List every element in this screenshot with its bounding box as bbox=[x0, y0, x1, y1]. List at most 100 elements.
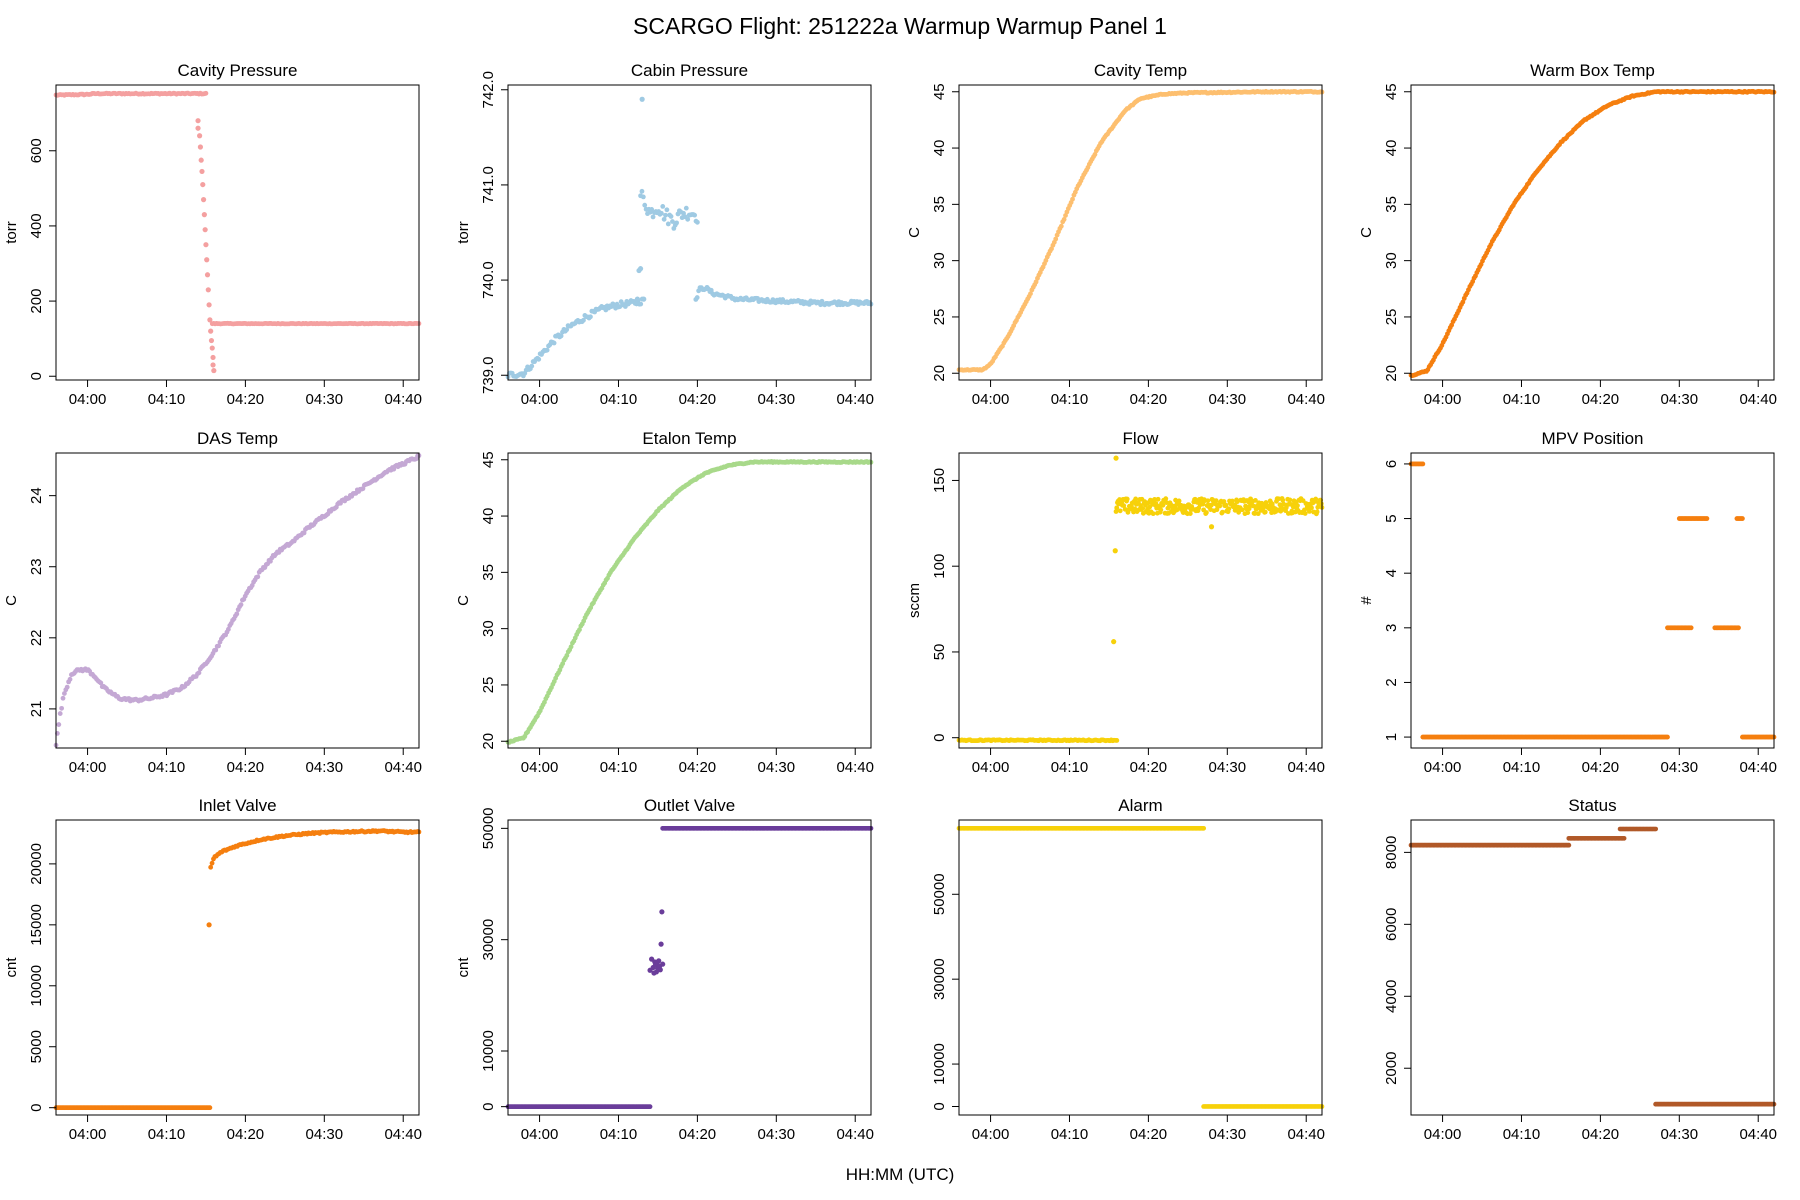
panel-flow-point bbox=[1295, 503, 1300, 508]
panel-mpv-position-point bbox=[1740, 516, 1745, 521]
panel-alarm-title: Alarm bbox=[1118, 796, 1162, 815]
panel-status-x-tick-label: 04:40 bbox=[1739, 1126, 1777, 1143]
panel-cavity-temp-x-tick-label: 04:00 bbox=[972, 391, 1010, 408]
panel-status-x-tick-label: 04:00 bbox=[1424, 1126, 1462, 1143]
panel-flow-series-1 bbox=[1111, 456, 1119, 645]
panel-cabin-pressure-point bbox=[662, 217, 667, 222]
panel-cabin-pressure-series-3 bbox=[693, 285, 873, 307]
panel-warm-box-temp: Warm Box Temp C 04:00 04:10 04:20 04:30 04:40 2… bbox=[1358, 61, 1777, 408]
panel-cavity-pressure-point bbox=[209, 338, 214, 343]
panel-status-x-tick-label: 04:10 bbox=[1503, 1126, 1541, 1143]
panel-flow-point bbox=[1263, 510, 1268, 515]
panel-flow-x-tick-label: 04:30 bbox=[1209, 759, 1247, 776]
panel-flow-series-2 bbox=[1114, 496, 1325, 516]
panel-cavity-pressure-point bbox=[199, 169, 204, 174]
panel-mpv-position-y-tick-label: 1 bbox=[1383, 733, 1400, 741]
panel-flow-point bbox=[1309, 505, 1314, 510]
panel-flow-point bbox=[1113, 456, 1118, 461]
panel-cabin-pressure-x-tick-label: 04:20 bbox=[679, 391, 717, 408]
panel-cabin-pressure-point bbox=[581, 318, 586, 323]
panel-alarm-y-tick-label: 50000 bbox=[931, 873, 948, 915]
panel-inlet-valve-series-2 bbox=[208, 828, 421, 870]
panel-flow-point bbox=[1240, 507, 1245, 512]
panel-das-temp-point bbox=[59, 706, 64, 711]
panel-cavity-pressure-y-tick-label: 200 bbox=[28, 289, 45, 314]
panel-status-y-tick-label: 4000 bbox=[1383, 980, 1400, 1013]
panel-cabin-pressure-point bbox=[692, 213, 697, 218]
panel-status-series-1 bbox=[1566, 836, 1626, 841]
panel-flow-point bbox=[1156, 497, 1161, 502]
panel-cabin-pressure-point bbox=[695, 220, 700, 225]
panel-cavity-pressure-point bbox=[201, 197, 206, 202]
panel-das-temp-data-series bbox=[54, 453, 422, 747]
panel-mpv-position-title: MPV Position bbox=[1541, 429, 1643, 448]
panel-cavity-temp-y-tick-label: 25 bbox=[931, 309, 948, 326]
panel-cavity-temp: Cavity Temp C 04:00 04:10 04:20 04:30 04:40 20 2… bbox=[906, 61, 1325, 408]
panel-cavity-pressure-point bbox=[206, 302, 211, 307]
panel-warm-box-temp-x-tick-label: 04:10 bbox=[1503, 391, 1541, 408]
panel-cabin-pressure-point bbox=[666, 222, 671, 227]
panel-status-series-0 bbox=[1409, 843, 1572, 848]
panel-etalon-temp-y-tick-label: 20 bbox=[480, 733, 497, 750]
panel-cabin-pressure-point bbox=[641, 297, 646, 302]
panel-outlet-valve-point bbox=[659, 909, 664, 914]
panel-das-temp-y-tick-label: 21 bbox=[28, 701, 45, 718]
panel-outlet-valve-point bbox=[660, 962, 665, 967]
panel-mpv-position-point bbox=[1420, 462, 1425, 467]
panel-status-y-tick-label: 6000 bbox=[1383, 908, 1400, 941]
panel-cavity-pressure-point bbox=[202, 212, 207, 217]
panel-flow-point bbox=[1204, 510, 1209, 515]
panel-cabin-pressure-point bbox=[660, 204, 665, 209]
panel-cavity-pressure: Cavity Pressure torr 04:00 04:10 04:20 04:30 0… bbox=[3, 61, 422, 408]
panel-cavity-temp-x-tick-label: 04:10 bbox=[1051, 391, 1089, 408]
panel-flow-point bbox=[1205, 498, 1210, 503]
panel-etalon-temp: Etalon Temp C 04:00 04:10 04:20 04:30 04:40 20 2… bbox=[455, 429, 874, 776]
panel-cavity-pressure-x-tick-label: 04:10 bbox=[148, 391, 186, 408]
panel-cavity-temp-x-tick-label: 04:40 bbox=[1287, 391, 1325, 408]
panel-status-y-tick-label: 8000 bbox=[1383, 836, 1400, 869]
panel-cabin-pressure-data-series bbox=[506, 97, 874, 380]
panel-inlet-valve-series-0 bbox=[54, 1105, 213, 1110]
panel-cabin-pressure-point bbox=[638, 266, 643, 271]
panel-flow-point bbox=[1287, 497, 1292, 502]
panel-mpv-position-series-5 bbox=[1735, 516, 1745, 521]
panel-cabin-pressure-point bbox=[640, 97, 645, 102]
panel-warm-box-temp-x-tick-label: 04:00 bbox=[1424, 391, 1462, 408]
panel-cavity-temp-y-tick-label: 40 bbox=[931, 140, 948, 157]
panel-alarm-y-tick-label: 0 bbox=[931, 1102, 948, 1110]
panel-mpv-position-x-tick-label: 04:30 bbox=[1661, 759, 1699, 776]
panel-das-temp-point bbox=[56, 722, 61, 727]
panel-outlet-valve-y-tick-label: 50000 bbox=[480, 807, 497, 849]
panel-etalon-temp-x-tick-label: 04:00 bbox=[521, 759, 559, 776]
panel-cabin-pressure-x-tick-label: 04:00 bbox=[521, 391, 559, 408]
panel-warm-box-temp-y-tick-label: 45 bbox=[1383, 83, 1400, 100]
panel-mpv-position-point bbox=[1689, 625, 1694, 630]
panel-cavity-pressure-x-tick-label: 04:40 bbox=[384, 391, 422, 408]
panel-warm-box-temp-y-tick-label: 35 bbox=[1383, 196, 1400, 213]
panel-outlet-valve-point bbox=[656, 958, 661, 963]
panel-flow-y-axis-label: sccm bbox=[906, 583, 923, 618]
panel-cavity-pressure-point bbox=[208, 329, 213, 334]
panel-das-temp-point bbox=[234, 611, 239, 616]
panel-outlet-valve-plot-frame bbox=[507, 819, 872, 1116]
panel-cabin-pressure-point bbox=[588, 314, 593, 319]
panel-cabin-pressure-point bbox=[695, 295, 700, 300]
panel-cabin-pressure-series-0 bbox=[506, 297, 645, 380]
panel-outlet-valve-title: Outlet Valve bbox=[644, 796, 735, 815]
panel-cabin-pressure-x-tick-label: 04:30 bbox=[758, 391, 796, 408]
panel-mpv-position-point bbox=[1736, 625, 1741, 630]
panel-flow-point bbox=[1188, 511, 1193, 516]
panel-inlet-valve: Inlet Valve cnt 04:00 04:10 04:20 04:30 04:40 0… bbox=[3, 796, 422, 1143]
panel-cavity-temp-y-tick-label: 30 bbox=[931, 252, 948, 269]
panel-alarm-plot-frame bbox=[958, 819, 1323, 1116]
panel-cavity-pressure-point bbox=[197, 133, 202, 138]
panel-alarm-point bbox=[1201, 826, 1206, 831]
panel-das-temp-y-tick-label: 24 bbox=[28, 487, 45, 504]
panel-outlet-valve-point bbox=[658, 942, 663, 947]
panel-alarm-x-tick-label: 04:10 bbox=[1051, 1126, 1089, 1143]
panel-warm-box-temp-x-tick-label: 04:20 bbox=[1582, 391, 1620, 408]
panel-cabin-pressure-point bbox=[641, 195, 646, 200]
panel-flow: Flow sccm 04:00 04:10 04:20 04:30 04:40 0 50 100 1… bbox=[906, 429, 1325, 776]
panel-inlet-valve-point bbox=[208, 865, 213, 870]
panel-status-y-tick-label: 2000 bbox=[1383, 1052, 1400, 1085]
